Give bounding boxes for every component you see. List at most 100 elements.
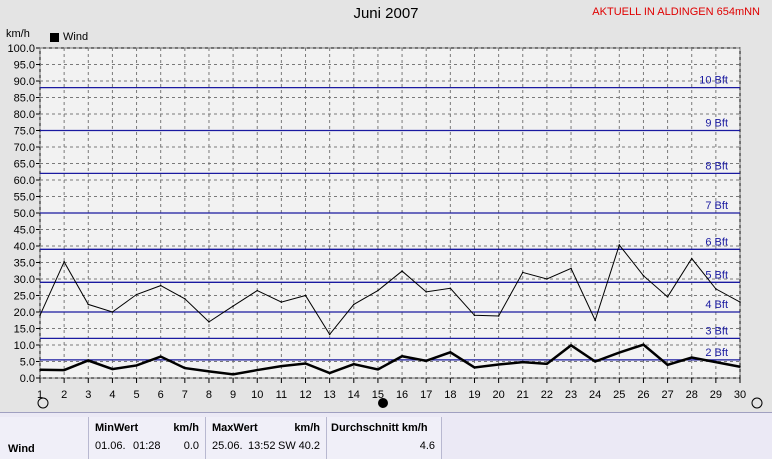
data-point-avg bbox=[473, 366, 476, 369]
x-tick-label: 4 bbox=[109, 389, 115, 401]
series-line-avg bbox=[39, 343, 741, 376]
data-point-avg bbox=[135, 364, 138, 367]
min-time: 01:28 bbox=[133, 440, 161, 452]
x-tick-label: 24 bbox=[589, 389, 601, 401]
y-tick-label: 35.0 bbox=[14, 258, 35, 270]
data-point-max bbox=[111, 311, 114, 313]
data-point-max bbox=[328, 333, 331, 336]
data-point-max bbox=[497, 315, 500, 317]
x-tick-label: 2 bbox=[61, 389, 67, 401]
x-tick-label: 21 bbox=[517, 389, 529, 401]
x-tick-label: 8 bbox=[206, 389, 212, 401]
beaufort-label: 4 Bft bbox=[705, 299, 728, 311]
data-point-max bbox=[184, 298, 186, 300]
data-point-max bbox=[377, 289, 379, 292]
data-point-avg bbox=[304, 362, 307, 365]
stats-label-cell: Wind bbox=[0, 417, 89, 459]
data-point-avg bbox=[570, 344, 572, 347]
data-point-avg bbox=[352, 363, 355, 365]
data-point-max bbox=[39, 314, 41, 317]
beaufort-label: 6 Bft bbox=[705, 236, 728, 248]
x-tick-label: 26 bbox=[637, 389, 649, 401]
y-tick-label: 45.0 bbox=[14, 225, 35, 237]
x-tick-label: 16 bbox=[396, 389, 408, 401]
legend-label: Wind bbox=[63, 31, 89, 43]
stats-min-cell: MinWert km/h 01.06. 01:28 0.0 bbox=[89, 417, 206, 459]
x-tick-label: 23 bbox=[565, 389, 577, 401]
data-point-avg bbox=[401, 355, 403, 358]
data-point-avg bbox=[642, 343, 645, 346]
data-point-max bbox=[618, 244, 621, 246]
scroll-start-marker bbox=[37, 397, 49, 409]
y-tick-label: 10.0 bbox=[14, 340, 35, 352]
max-header: MaxWert bbox=[212, 422, 258, 434]
x-tick-label: 10 bbox=[251, 389, 263, 401]
data-point-avg bbox=[739, 365, 741, 368]
x-tick-label: 1 bbox=[37, 389, 43, 401]
data-point-max bbox=[739, 301, 741, 303]
legend-swatch bbox=[50, 32, 59, 42]
stats-avg-cell: Durchschnitt km/h 4.6 bbox=[327, 417, 442, 459]
data-point-max bbox=[666, 296, 669, 298]
y-tick-label: 55.0 bbox=[14, 192, 35, 204]
wind-chart: 0.0 5.0 10.0 15.0 20.0 25.0 30.0 35.0 40.0 45.0 50… bbox=[7, 43, 763, 409]
x-tick-label: 22 bbox=[541, 389, 553, 401]
data-point-avg bbox=[594, 360, 596, 363]
x-tick-label: 28 bbox=[686, 389, 698, 401]
x-tick-label: 25 bbox=[613, 389, 625, 401]
x-tick-label: 5 bbox=[133, 389, 139, 401]
beaufort-label: 10 Bft bbox=[699, 75, 728, 87]
data-point-avg bbox=[666, 364, 669, 366]
data-point-avg bbox=[449, 351, 452, 354]
x-tick-label: 20 bbox=[492, 389, 504, 401]
y-tick-label: 30.0 bbox=[14, 274, 35, 286]
station-label: AKTUELL IN ALDINGEN 654mNN bbox=[592, 6, 760, 18]
max-direction: SW bbox=[278, 440, 296, 452]
beaufort-label: 8 Bft bbox=[705, 160, 728, 172]
min-unit: km/h bbox=[173, 422, 199, 434]
y-tick-label: 60.0 bbox=[14, 175, 35, 187]
data-point-avg bbox=[377, 368, 379, 371]
data-point-avg bbox=[497, 363, 500, 366]
y-tick-label: 5.0 bbox=[20, 357, 35, 369]
data-point-max bbox=[63, 261, 65, 263]
data-point-max bbox=[521, 271, 524, 274]
data-point-max bbox=[208, 321, 210, 323]
y-tick-label: 25.0 bbox=[14, 291, 35, 303]
x-tick-label: 15 bbox=[372, 389, 384, 401]
x-tick-label: 12 bbox=[299, 389, 311, 401]
data-point-avg bbox=[280, 365, 283, 367]
y-tick-label: 15.0 bbox=[14, 324, 35, 336]
data-point-avg bbox=[87, 359, 90, 362]
min-value: 0.0 bbox=[183, 440, 199, 452]
data-point-avg bbox=[715, 361, 717, 363]
data-point-max bbox=[135, 293, 138, 296]
x-tick-label: 9 bbox=[230, 389, 236, 401]
max-time: 13:52 bbox=[248, 440, 276, 452]
x-tick-label: 11 bbox=[276, 389, 287, 401]
data-point-max bbox=[159, 284, 162, 287]
stats-row-label: Wind bbox=[8, 443, 35, 455]
data-point-max bbox=[280, 301, 283, 303]
y-tick-label: 80.0 bbox=[14, 109, 35, 121]
data-point-max bbox=[232, 305, 234, 307]
x-tick-label: 18 bbox=[444, 389, 456, 401]
x-tick-label: 30 bbox=[734, 389, 746, 401]
y-tick-label: 20.0 bbox=[14, 307, 35, 319]
beaufort-label: 9 Bft bbox=[705, 118, 728, 130]
y-tick-label: 65.0 bbox=[14, 159, 35, 171]
data-point-max bbox=[401, 270, 403, 272]
data-point-avg bbox=[546, 363, 548, 365]
data-point-avg bbox=[521, 361, 524, 363]
y-tick-label: 50.0 bbox=[14, 208, 35, 220]
data-point-max bbox=[304, 294, 307, 297]
data-point-max bbox=[473, 314, 476, 317]
data-point-avg bbox=[111, 368, 114, 370]
y-tick-label: 70.0 bbox=[14, 142, 35, 154]
data-point-avg bbox=[39, 368, 41, 371]
chart-title: Juni 2007 bbox=[353, 5, 419, 22]
x-tick-label: 17 bbox=[420, 389, 432, 401]
beaufort-label: 5 Bft bbox=[705, 269, 728, 281]
data-point-max bbox=[352, 303, 355, 306]
data-point-max bbox=[570, 267, 572, 270]
